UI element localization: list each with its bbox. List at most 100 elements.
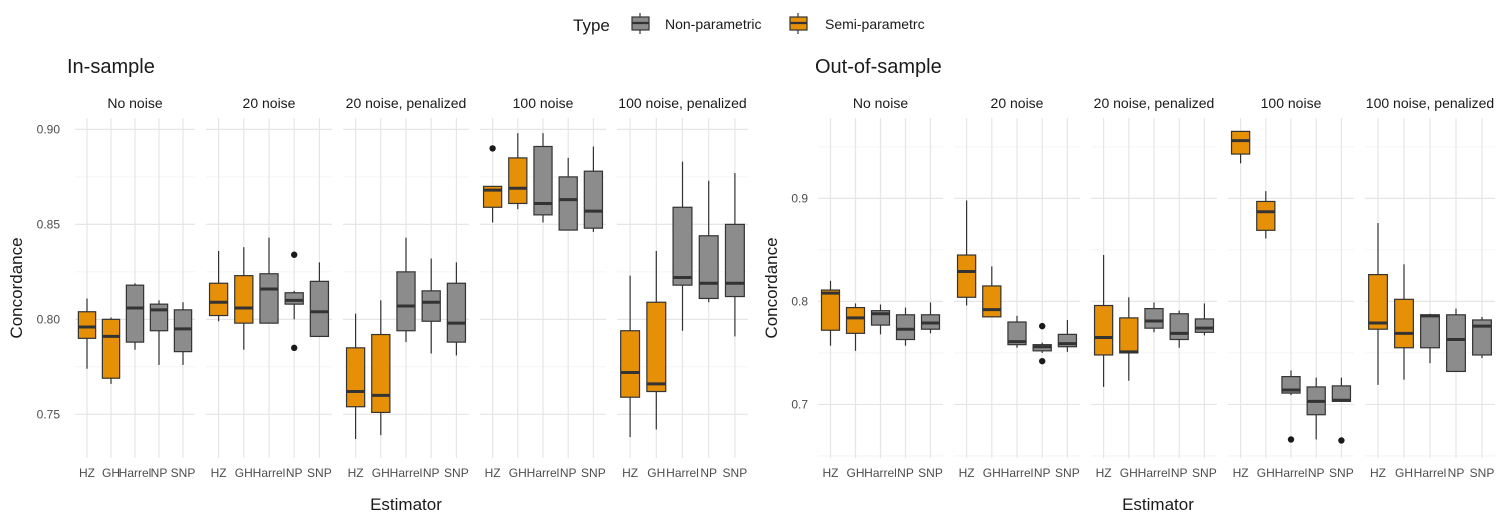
- x-tick-label: SNP: [1192, 466, 1217, 480]
- box-body: [1169, 313, 1189, 341]
- facet-strip-label: 100 noise, penalized: [1366, 95, 1494, 111]
- box-snp: [920, 302, 941, 334]
- box-snp: [173, 302, 193, 365]
- panel-title-in-sample: In-sample: [67, 56, 155, 78]
- box-snp: [1057, 319, 1078, 352]
- box-body: [149, 303, 169, 332]
- x-tick-label: SNP: [723, 466, 748, 480]
- x-tick-label: NP: [423, 466, 440, 480]
- box-np: [284, 251, 304, 352]
- box-harrel: [533, 133, 553, 223]
- y-tick-label: 0.85: [37, 217, 61, 231]
- box-body: [125, 284, 145, 343]
- y-tick-label: 0.9: [791, 191, 808, 205]
- x-tick-label: NP: [1448, 466, 1465, 480]
- x-tick-label: Harrel: [1414, 466, 1447, 480]
- box-body: [1256, 200, 1276, 231]
- legend-label-non-parametric: Non-parametric: [665, 16, 761, 32]
- box-np: [698, 180, 719, 303]
- box-body: [724, 223, 745, 298]
- box-np: [1032, 322, 1052, 365]
- box-gh: [1256, 191, 1276, 239]
- x-tick-label: HZ: [1096, 466, 1112, 480]
- box-snp: [446, 262, 467, 356]
- x-tick-label: HZ: [1370, 466, 1386, 480]
- x-tick-label: Harrel: [1138, 466, 1171, 480]
- x-tick-label: GH: [509, 466, 527, 480]
- box-np: [1446, 308, 1466, 373]
- box-body: [508, 157, 528, 205]
- x-tick-label: HZ: [622, 466, 638, 480]
- box-body: [672, 206, 693, 286]
- y-axis-label-out-of-sample: Concordance: [762, 237, 781, 338]
- box-body: [982, 285, 1002, 318]
- x-tick-label: HZ: [1233, 466, 1249, 480]
- facet-out-of-sample-3: 20 noise, penalized HZ GH Harrel NP SNP: [1091, 95, 1217, 480]
- box-harrel: [1281, 370, 1301, 443]
- legend-label-semi-parametric: Semi-parametrc: [825, 16, 925, 32]
- x-tick-label: NP: [1171, 466, 1188, 480]
- facet-out-of-sample-5: 100 noise, penalized HZ GH Harrel NP SNP: [1365, 95, 1495, 480]
- box-gh: [234, 247, 254, 350]
- box-snp: [1194, 303, 1215, 336]
- box-body: [956, 254, 977, 298]
- box-body: [583, 170, 604, 229]
- x-tick-label: Harrel: [1275, 466, 1308, 480]
- facet-strip-label: No noise: [107, 95, 162, 111]
- facet-strip-label: 100 noise: [513, 95, 574, 111]
- box-np: [149, 300, 169, 365]
- box-body: [1119, 317, 1139, 354]
- box-harrel: [1420, 313, 1440, 364]
- outlier-point: [1287, 436, 1295, 443]
- box-body: [77, 311, 97, 339]
- x-tick-label: GH: [235, 466, 253, 480]
- x-tick-label: HZ: [348, 466, 364, 480]
- outlier-point: [291, 251, 298, 258]
- x-tick-label: HZ: [79, 466, 95, 480]
- x-tick-label: NP: [560, 466, 577, 480]
- box-body: [309, 280, 330, 338]
- x-tick-label: SNP: [307, 466, 332, 480]
- x-tick-label: NP: [1308, 466, 1325, 480]
- x-tick-label: SNP: [918, 466, 943, 480]
- box-body: [259, 273, 279, 324]
- outlier-point: [1039, 322, 1046, 330]
- x-axis-label-in-sample: Estimator: [370, 495, 442, 514]
- outlier-point: [1338, 437, 1345, 444]
- box-hz: [956, 200, 977, 306]
- box-np: [558, 157, 578, 231]
- box-body: [533, 145, 553, 216]
- y-tick-label: 0.90: [37, 122, 61, 136]
- box-hz: [820, 280, 841, 346]
- x-tick-label: Harrel: [527, 466, 560, 480]
- box-body: [446, 282, 467, 343]
- x-tick-label: NP: [897, 466, 914, 480]
- box-body: [646, 301, 667, 393]
- legend-title: Type: [573, 16, 610, 35]
- box-gh: [371, 300, 391, 436]
- y-tick-label: 0.75: [37, 407, 61, 421]
- box-body: [1446, 314, 1466, 373]
- box-snp: [583, 146, 604, 232]
- box-body: [173, 309, 193, 353]
- legend-key-semi-parametric: [789, 13, 808, 34]
- facet-out-of-sample-1: No noise HZ GH Harrel NP SNP: [818, 95, 943, 480]
- facet-in-sample-5: 100 noise, penalized HZ GH Harrel NP SNP: [617, 95, 748, 480]
- box-body: [1007, 321, 1027, 346]
- facet-strip-label: 20 noise, penalized: [346, 95, 467, 111]
- box-harrel: [396, 237, 416, 343]
- box-gh: [646, 250, 667, 430]
- box-body: [1194, 318, 1215, 333]
- box-body: [698, 235, 719, 300]
- box-gh: [982, 266, 1002, 318]
- outlier-point: [291, 344, 298, 352]
- box-harrel: [1007, 315, 1027, 348]
- x-tick-label: SNP: [444, 466, 469, 480]
- box-snp: [1472, 316, 1492, 359]
- x-tick-label: NP: [1034, 466, 1051, 480]
- x-tick-label: SNP: [1470, 466, 1495, 480]
- x-tick-label: NP: [700, 466, 717, 480]
- box-harrel: [870, 304, 891, 335]
